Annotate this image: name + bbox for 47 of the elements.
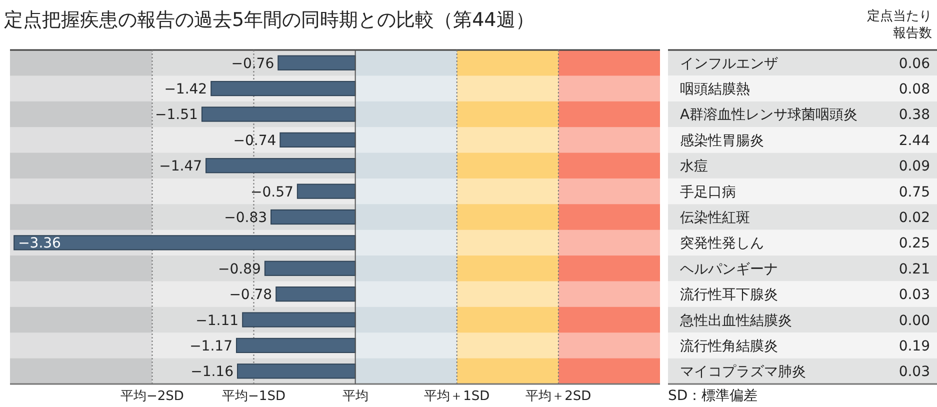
data-label: −0.57 bbox=[250, 184, 294, 200]
data-label: 0.75 bbox=[898, 184, 930, 200]
text: 定点当たり報告数 bbox=[867, 9, 932, 41]
data-label: 0.03 bbox=[898, 364, 930, 380]
x-tick-label: 平均−1SD bbox=[222, 389, 286, 404]
y-tick-label: ヘルパンギーナ bbox=[680, 261, 778, 278]
y-tick-label: 感染性胃腸炎 bbox=[680, 132, 764, 149]
data-label: −1.16 bbox=[190, 364, 234, 380]
data-label: −0.83 bbox=[224, 210, 268, 226]
data-label: −1.42 bbox=[164, 82, 208, 98]
data-label: −1.17 bbox=[190, 338, 232, 354]
data-label: −1.51 bbox=[155, 107, 198, 124]
data-label: 0.21 bbox=[898, 261, 930, 278]
data-label: 0.06 bbox=[898, 56, 930, 72]
data-label: 0.19 bbox=[898, 338, 930, 354]
y-tick-label: 水痘 bbox=[680, 158, 708, 175]
y-tick-label: インフルエンザ bbox=[680, 56, 778, 72]
data-label: 2.44 bbox=[898, 132, 930, 149]
x-tick-label: 平均−2SD bbox=[120, 389, 184, 404]
y-tick-label: マイコプラズマ肺炎 bbox=[680, 364, 806, 380]
data-label: −1.11 bbox=[196, 312, 239, 329]
data-label: 0.25 bbox=[898, 236, 930, 252]
y-tick-label: A群溶血性レンサ球菌咽頭炎 bbox=[680, 107, 858, 124]
data-label: −0.74 bbox=[233, 132, 276, 149]
y-tick-label: 流行性角結膜炎 bbox=[680, 338, 778, 354]
data-label: −0.76 bbox=[231, 56, 274, 72]
data-label: −0.89 bbox=[218, 261, 261, 278]
y-tick-label: 突発性発しん bbox=[680, 236, 764, 252]
y-tick-label: 流行性耳下腺炎 bbox=[680, 287, 778, 304]
y-tick-label: 伝染性紅斑 bbox=[680, 210, 750, 226]
data-label: −3.36 bbox=[18, 236, 62, 252]
x-tick-label: 平均 bbox=[342, 389, 368, 404]
data-label: 0.09 bbox=[898, 158, 930, 175]
y-tick-label: 手足口病 bbox=[680, 184, 736, 200]
data-label: −0.78 bbox=[229, 287, 272, 304]
x-tick-label: 平均＋1SD bbox=[424, 389, 490, 404]
data-label: 0.08 bbox=[898, 82, 930, 98]
text: SD：標準偏差 bbox=[668, 388, 758, 404]
y-tick-label: 急性出血性結膜炎 bbox=[679, 312, 792, 329]
data-label: 0.00 bbox=[898, 312, 930, 329]
data-label: 0.02 bbox=[898, 210, 930, 226]
data-label: −1.47 bbox=[159, 158, 202, 175]
data-label: 0.38 bbox=[898, 107, 930, 124]
y-tick-label: 咽頭結膜熱 bbox=[680, 82, 750, 98]
chart-title: 定点把握疾患の報告の過去5年間の同時期との比較（第44週） bbox=[4, 9, 534, 31]
data-label: 0.03 bbox=[898, 287, 930, 304]
x-tick-label: 平均＋2SD bbox=[526, 389, 592, 404]
